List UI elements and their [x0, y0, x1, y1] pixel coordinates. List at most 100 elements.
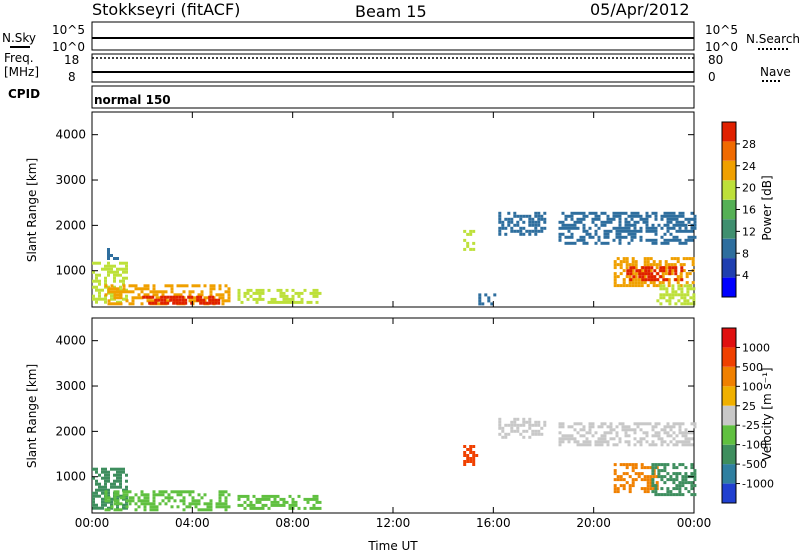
- range-time-cell: [561, 232, 565, 236]
- range-time-cell: [169, 295, 173, 299]
- range-time-cell: [664, 260, 668, 264]
- range-time-cell: [291, 503, 295, 507]
- range-time-cell: [690, 226, 694, 230]
- range-time-cell: [101, 470, 104, 474]
- range-time-cell: [681, 223, 685, 227]
- range-time-cell: [561, 440, 565, 444]
- range-time-cell: [594, 232, 598, 236]
- range-time-cell: [684, 437, 688, 441]
- range-time-cell: [616, 263, 620, 267]
- range-time-cell: [104, 276, 107, 280]
- range-time-cell: [164, 290, 168, 294]
- range-time-cell: [137, 293, 141, 297]
- range-time-cell: [516, 423, 520, 427]
- range-time-cell: [531, 229, 535, 233]
- range-time-cell: [672, 437, 676, 441]
- range-time-cell: [613, 484, 617, 488]
- range-time-cell: [649, 484, 653, 488]
- range-time-cell: [98, 297, 101, 301]
- range-time-cell: [588, 428, 592, 432]
- range-time-cell: [573, 422, 577, 426]
- range-time-cell: [591, 422, 595, 426]
- range-time-cell: [573, 428, 577, 432]
- range-time-cell: [642, 220, 646, 224]
- range-time-cell: [478, 302, 482, 306]
- range-time-cell: [659, 284, 663, 288]
- range-time-cell: [594, 440, 598, 444]
- range-time-cell: [261, 497, 265, 501]
- range-time-cell: [258, 506, 262, 510]
- range-time-cell: [175, 298, 179, 302]
- range-time-cell: [561, 223, 565, 227]
- range-time-cell: [651, 481, 655, 485]
- range-time-cell: [125, 488, 128, 492]
- range-time-cell: [206, 502, 210, 506]
- range-time-cell: [570, 434, 574, 438]
- range-time-cell: [318, 500, 322, 504]
- range-time-cell: [679, 263, 683, 267]
- range-time-cell: [203, 284, 207, 288]
- range-time-cell: [678, 484, 682, 488]
- range-time-cell: [658, 260, 662, 264]
- beam-label: Beam 15: [355, 2, 427, 21]
- range-time-cell: [603, 241, 607, 245]
- range-time-cell: [92, 285, 95, 289]
- range-time-cell: [634, 260, 638, 264]
- range-time-cell: [160, 295, 164, 299]
- range-time-cell: [466, 448, 470, 451]
- range-time-cell: [638, 272, 642, 276]
- range-time-cell: [576, 443, 580, 447]
- range-time-cell: [116, 267, 119, 271]
- colorbar-swatch: [722, 141, 736, 161]
- range-time-cell: [170, 290, 174, 294]
- range-time-cell: [534, 223, 538, 227]
- range-time-cell: [116, 508, 120, 512]
- range-time-cell: [119, 479, 122, 483]
- colorbar-tick-label: 16: [742, 204, 756, 217]
- range-time-cell: [531, 429, 535, 433]
- range-time-cell: [579, 428, 583, 432]
- range-time-cell: [597, 235, 601, 239]
- range-time-cell: [582, 226, 586, 230]
- range-time-cell: [528, 417, 532, 421]
- range-time-cell: [672, 431, 676, 435]
- range-time-cell: [621, 425, 625, 429]
- range-time-cell: [107, 248, 110, 251]
- range-time-cell: [199, 295, 203, 299]
- freq-label: Freq.: [4, 51, 34, 65]
- range-time-cell: [567, 235, 571, 239]
- range-time-cell: [173, 490, 177, 494]
- range-time-cell: [218, 293, 222, 297]
- colorbar-tick-label: 25: [742, 400, 756, 413]
- range-time-cell: [197, 493, 201, 497]
- range-time-cell: [612, 238, 616, 242]
- range-time-cell: [522, 232, 526, 236]
- range-time-cell: [651, 463, 655, 467]
- range-time-cell: [519, 423, 523, 427]
- range-time-cell: [510, 420, 514, 424]
- range-time-cell: [125, 267, 128, 271]
- range-time-cell: [558, 232, 562, 236]
- y-tick-label: 2000: [55, 218, 86, 232]
- range-time-cell: [672, 422, 676, 426]
- range-time-cell: [681, 229, 685, 233]
- range-time-cell: [585, 440, 589, 444]
- range-time-cell: [638, 275, 642, 279]
- range-time-cell: [618, 440, 622, 444]
- range-time-cell: [606, 440, 610, 444]
- range-time-cell: [666, 443, 670, 447]
- range-time-cell: [680, 296, 684, 300]
- range-time-cell: [688, 257, 692, 261]
- range-time-cell: [693, 425, 697, 429]
- range-time-cell: [687, 217, 691, 221]
- range-time-cell: [294, 300, 298, 304]
- range-time-cell: [208, 298, 212, 302]
- range-time-cell: [672, 487, 676, 491]
- range-time-cell: [690, 463, 694, 467]
- range-time-cell: [626, 272, 630, 276]
- range-time-cell: [645, 223, 649, 227]
- range-time-cell: [634, 463, 638, 467]
- range-time-cell: [315, 497, 319, 501]
- range-time-cell: [200, 496, 204, 500]
- range-time-cell: [466, 244, 470, 248]
